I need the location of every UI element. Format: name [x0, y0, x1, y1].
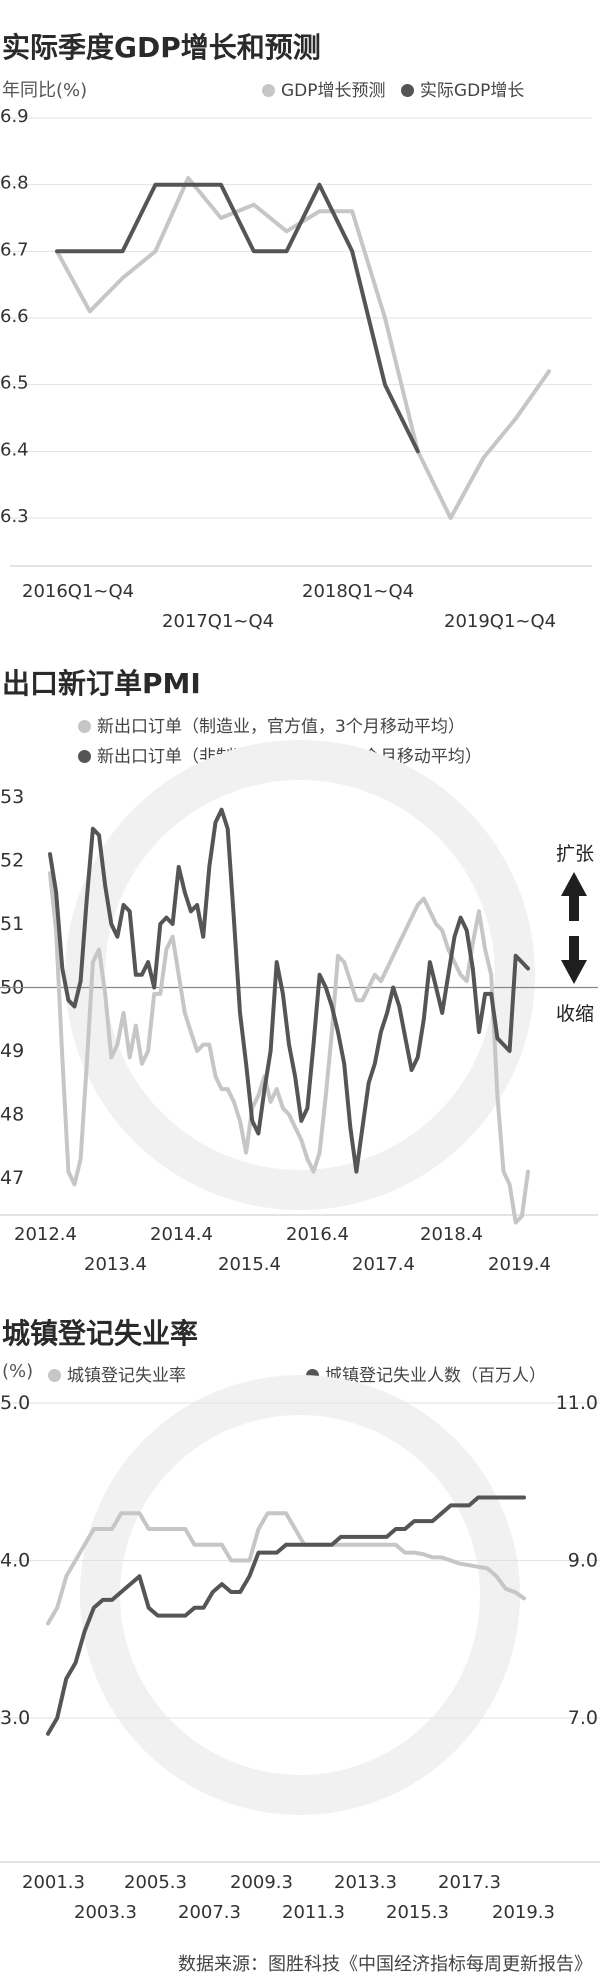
x-tick-label: 2016.4: [286, 1224, 349, 1245]
legend-item-manufacturing: 新出口订单（制造业，官方值，3个月移动平均）: [78, 712, 465, 737]
x-tick-label: 2003.3: [74, 1902, 137, 1923]
legend-label-actual: 实际GDP增长: [419, 81, 525, 101]
y-tick-label: 6.7: [0, 239, 29, 260]
series-line-nonmanufacturing: [48, 807, 530, 1174]
y-tick-label: 6.5: [0, 373, 29, 394]
legend-item-rate: 城镇登记失业率: [48, 1361, 186, 1386]
x-tick-label: 2014.4: [150, 1224, 213, 1245]
x-tick-label: 2013.3: [334, 1872, 397, 1893]
legend-dot-nonmanufacturing: [78, 750, 91, 763]
y-tick-label: 49: [0, 1040, 24, 1062]
legend-label-forecast: GDP增长预测: [281, 81, 386, 101]
y-tick-label-left: 4.0: [0, 1550, 30, 1572]
x-tick-label: 2013.4: [84, 1254, 147, 1275]
legend-label-count: 城镇登记失业人数（百万人）: [325, 1366, 546, 1386]
series-line-rate: [46, 1511, 526, 1626]
x-tick-label: 2017.4: [352, 1254, 415, 1275]
x-tick-label: 2018Q1~Q4: [302, 581, 414, 602]
y-tick-label: 47: [0, 1167, 24, 1189]
x-tick-label: 2007.3: [178, 1902, 241, 1923]
x-tick-label: 2012.4: [14, 1224, 77, 1245]
legend-dot-forecast: [262, 84, 275, 97]
annotation-contraction: 收缩: [556, 1003, 594, 1025]
y-tick-label: 53: [0, 786, 24, 808]
x-tick-label: 2001.3: [22, 1872, 85, 1893]
y-tick-label: 6.9: [0, 106, 29, 127]
y-tick-label: 6.6: [0, 306, 29, 327]
legend-dot-manufacturing: [78, 720, 91, 733]
legend-label-rate: 城镇登记失业率: [67, 1366, 186, 1386]
chart-title: 出口新订单PMI: [2, 667, 201, 700]
x-tick-label: 2015.3: [386, 1902, 449, 1923]
series-line-count: [46, 1495, 526, 1736]
y-tick-label: 51: [0, 913, 24, 935]
arrow-up-shaft: [569, 895, 579, 921]
pmi-chart: 出口新订单PMI 新出口订单（制造业，官方值，3个月移动平均） 新出口订单（非制…: [0, 667, 598, 1275]
x-tick-label: 2019Q1~Q4: [444, 611, 556, 632]
chart-title: 城镇登记失业率: [2, 1317, 199, 1350]
x-tick-label: 2009.3: [230, 1872, 293, 1893]
y-axis-unit: (%): [2, 1361, 34, 1382]
legend-dot-rate: [48, 1369, 61, 1382]
arrow-down-icon: [561, 960, 587, 984]
x-tick-label: 2005.3: [124, 1872, 187, 1893]
series-line-actual: [55, 182, 420, 454]
x-tick-label: 2016Q1~Q4: [22, 581, 134, 602]
y-tick-label: 6.8: [0, 173, 29, 194]
y-tick-label: 6.3: [0, 506, 29, 527]
chart-title: 实际季度GDP增长和预测: [2, 31, 321, 64]
arrow-down-shaft: [569, 936, 579, 962]
y-tick-label-right: 11.0: [556, 1392, 598, 1414]
x-tick-label: 2011.3: [282, 1902, 345, 1923]
annotation-expansion: 扩张: [556, 843, 594, 865]
y-tick-label-right: 9.0: [568, 1550, 598, 1572]
x-tick-label: 2019.3: [492, 1902, 555, 1923]
legend-item-actual: 实际GDP增长: [400, 81, 525, 101]
y-tick-label-left: 5.0: [0, 1392, 30, 1414]
y-tick-label-left: 3.0: [0, 1707, 30, 1729]
gdp-chart: 实际季度GDP增长和预测 年同比(%) GDP增长预测 实际GDP增长 6.3 6…: [0, 0, 600, 640]
series-line-manufacturing: [48, 871, 530, 1225]
legend-item-forecast: GDP增长预测: [262, 81, 386, 101]
legend: GDP增长预测 实际GDP增长: [262, 76, 524, 101]
pmi-plot: 474849505152532012.42013.42014.42015.420…: [0, 740, 598, 1275]
x-tick-label: 2017Q1~Q4: [162, 611, 274, 632]
y-tick-label-right: 7.0: [568, 1707, 598, 1729]
y-tick-label: 6.4: [0, 439, 29, 460]
legend-label-manufacturing: 新出口订单（制造业，官方值，3个月移动平均）: [97, 717, 465, 737]
gdp-plot: 6.3 6.4 6.5 6.6 6.7 6.8 6.9 2016Q1~Q4 2017Q1~Q4 2…: [0, 106, 592, 632]
x-tick-label: 2018.4: [420, 1224, 483, 1245]
y-tick-label: 52: [0, 850, 24, 872]
watermark-ring: [80, 1375, 520, 1815]
arrow-up-icon: [561, 872, 587, 896]
x-tick-label: 2019.4: [488, 1254, 551, 1275]
x-tick-label: 2017.3: [438, 1872, 501, 1893]
legend-dot-actual: [400, 84, 414, 97]
y-axis-unit: 年同比(%): [2, 80, 88, 101]
data-source: 数据来源：图胜科技《中国经济指标每周更新报告》: [178, 1954, 592, 1975]
x-tick-label: 2015.4: [218, 1254, 281, 1275]
y-tick-label: 48: [0, 1104, 24, 1126]
